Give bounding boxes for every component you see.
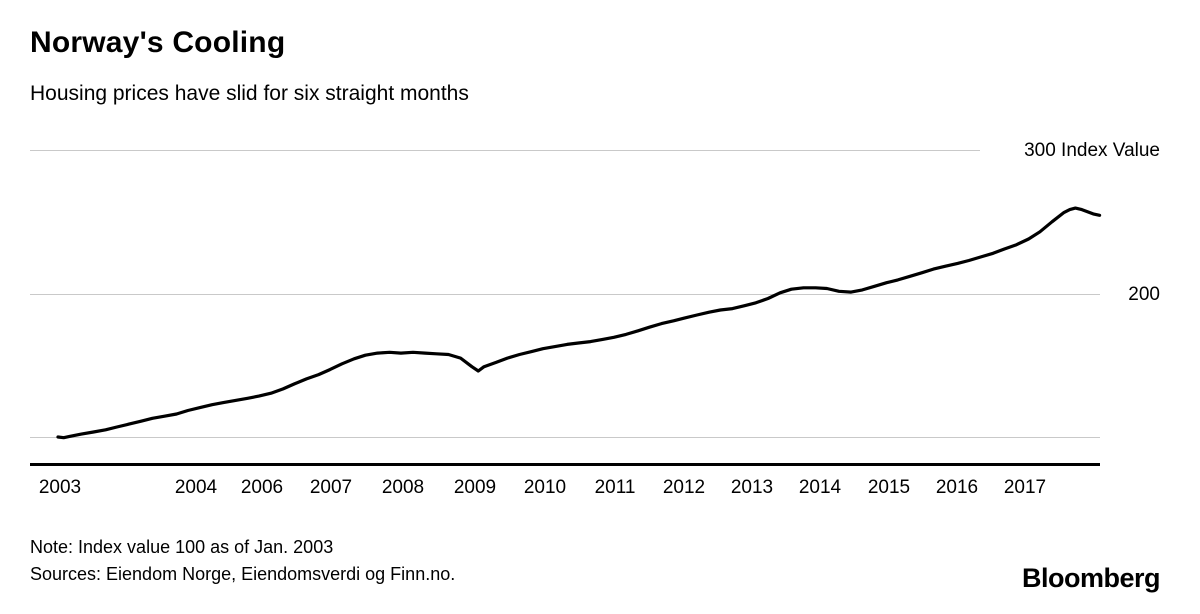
x-axis-line	[30, 463, 1100, 466]
x-tick-2016: 2016	[935, 477, 979, 498]
housing-index-line	[56, 206, 1102, 440]
x-tick-2008: 2008	[381, 477, 425, 498]
x-tick-2006: 2006	[240, 477, 284, 498]
chart-note: Note: Index value 100 as of Jan. 2003	[30, 537, 334, 557]
x-tick-2011: 2011	[594, 477, 636, 498]
gridline-300	[30, 150, 980, 151]
y-axis-label-200: 200	[1128, 283, 1160, 305]
x-tick-2012: 2012	[662, 477, 706, 498]
gridline-100	[30, 437, 1100, 438]
x-tick-2010: 2010	[523, 477, 567, 498]
chart-sources: Sources: Eiendom Norge, Eiendomsverdi og…	[30, 564, 456, 584]
x-tick-2004: 2004	[174, 477, 218, 498]
chart-title: Norway's Cooling	[30, 26, 286, 59]
x-tick-2007: 2007	[309, 477, 353, 498]
x-tick-2009: 2009	[453, 477, 497, 498]
x-tick-2014: 2014	[798, 477, 842, 498]
x-tick-2013: 2013	[730, 477, 774, 498]
y-axis-label-300: 300 Index Value	[1024, 140, 1160, 161]
x-tick-2017: 2017	[1003, 477, 1047, 498]
x-tick-2015: 2015	[867, 477, 911, 498]
x-tick-2003: 2003	[38, 477, 82, 498]
bloomberg-logo: Bloomberg	[1021, 563, 1161, 593]
gridline-200	[30, 293, 1100, 295]
chart-subtitle: Housing prices have slid for six straigh…	[30, 82, 469, 105]
